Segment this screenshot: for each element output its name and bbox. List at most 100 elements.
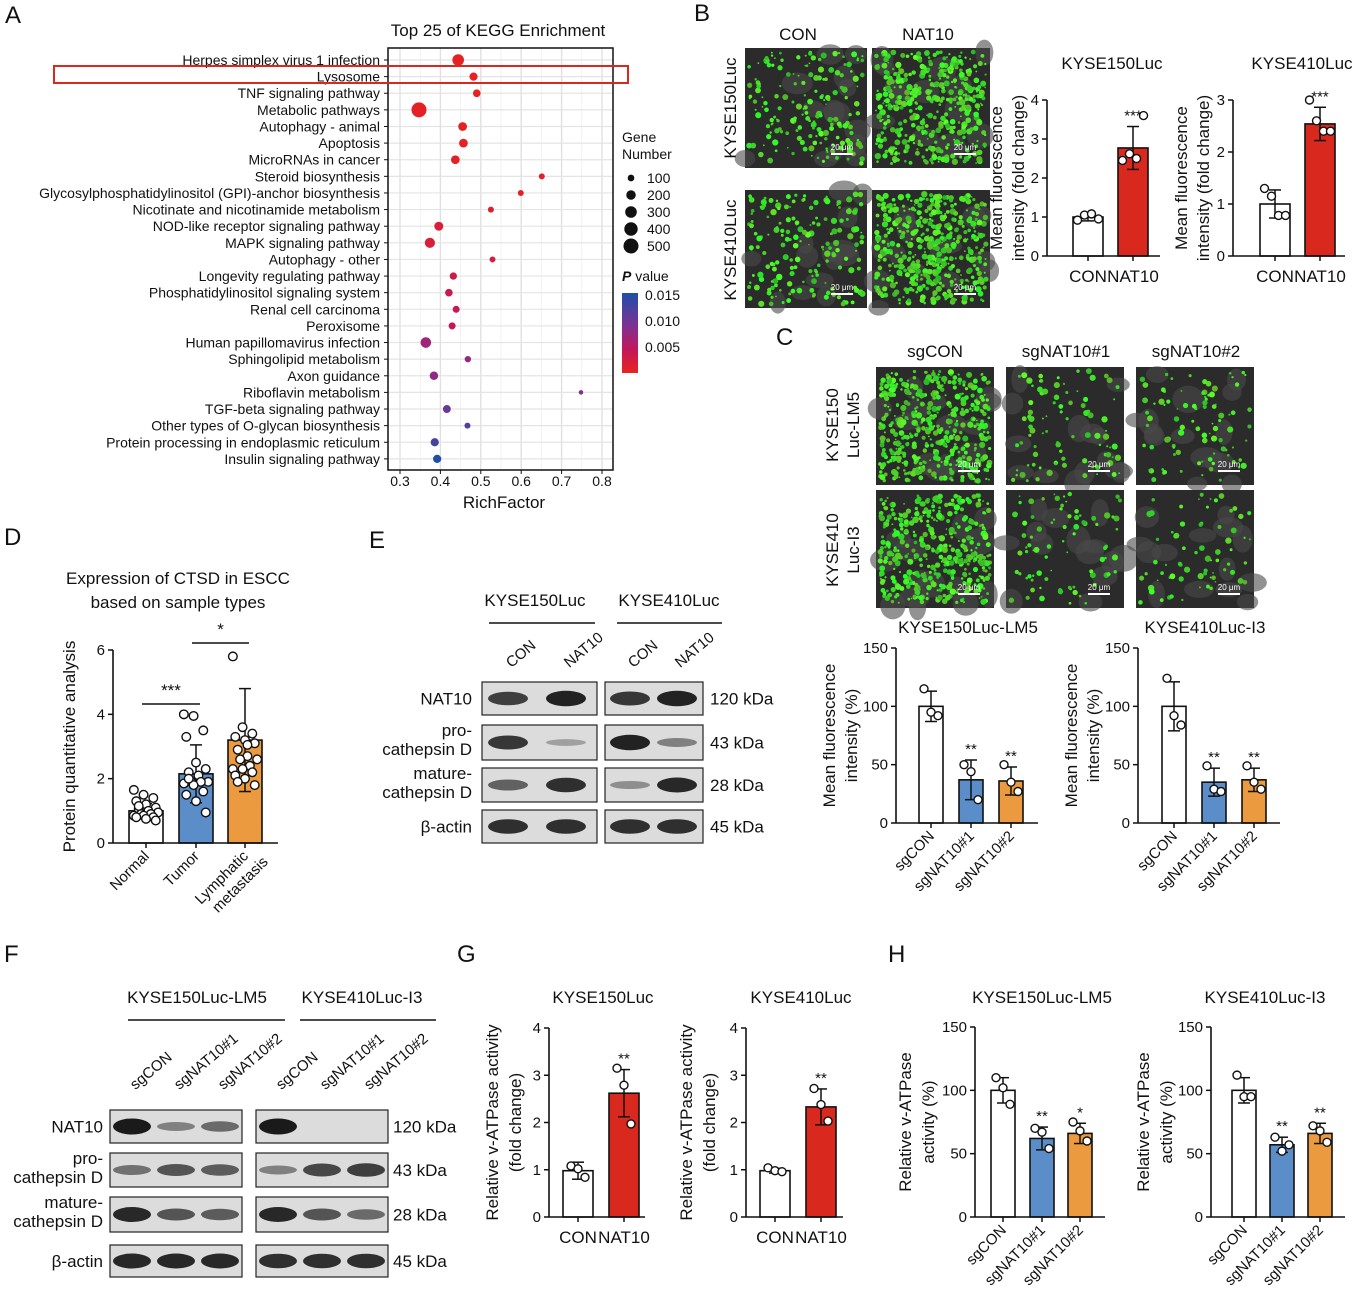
fluorescent-puncta bbox=[922, 118, 925, 122]
fluorescent-puncta bbox=[929, 530, 935, 536]
fluorescent-puncta bbox=[933, 568, 937, 572]
fluorescent-puncta bbox=[968, 287, 974, 293]
fluorescent-puncta bbox=[890, 508, 894, 512]
data-point bbox=[573, 1164, 583, 1174]
molecular-weight-label: 45 kDa bbox=[710, 818, 764, 837]
fluorescent-puncta bbox=[955, 86, 958, 89]
fluorescent-puncta bbox=[970, 393, 975, 398]
fluorescent-puncta bbox=[876, 63, 880, 66]
fluorescent-puncta bbox=[750, 219, 754, 223]
fluorescent-puncta bbox=[971, 536, 974, 540]
protein-band bbox=[610, 819, 650, 834]
y-tick-label: 0 bbox=[1217, 248, 1225, 265]
fluorescent-puncta bbox=[949, 231, 953, 235]
fluorescent-puncta bbox=[921, 155, 925, 159]
data-point bbox=[777, 1166, 787, 1177]
fluorescent-puncta bbox=[818, 113, 823, 118]
fluorescent-puncta bbox=[957, 377, 963, 383]
fluorescent-puncta bbox=[1083, 396, 1089, 402]
fluorescent-puncta bbox=[950, 80, 954, 84]
fluorescent-puncta bbox=[971, 403, 974, 406]
fluorescent-puncta bbox=[976, 149, 983, 156]
image-row-label: Luc-I3 bbox=[844, 526, 863, 573]
fluorescent-puncta bbox=[935, 206, 940, 211]
fluorescent-puncta bbox=[946, 273, 952, 279]
fluorescent-puncta bbox=[1206, 584, 1210, 589]
fluorescent-puncta bbox=[895, 217, 902, 224]
fluorescent-puncta bbox=[907, 441, 910, 444]
fluorescent-puncta bbox=[923, 535, 926, 538]
fluorescent-puncta bbox=[912, 376, 917, 380]
fluorescent-puncta bbox=[1218, 418, 1222, 423]
fluorescent-puncta bbox=[828, 246, 832, 250]
fluorescent-puncta bbox=[942, 442, 948, 447]
fluorescent-puncta bbox=[928, 192, 934, 198]
fluorescent-puncta bbox=[968, 96, 974, 102]
fluorescent-puncta bbox=[861, 291, 865, 295]
fluorescent-puncta bbox=[875, 109, 877, 112]
fluorescent-puncta bbox=[893, 516, 898, 521]
image-row-label: Luc-LM5 bbox=[844, 392, 863, 458]
fluorescent-puncta bbox=[963, 82, 969, 88]
kegg-pathway-label: Steroid biosynthesis bbox=[255, 168, 380, 184]
data-point bbox=[1044, 1143, 1054, 1154]
fluorescent-puncta bbox=[974, 212, 980, 217]
fluorescent-puncta bbox=[777, 106, 782, 111]
fluorescent-puncta bbox=[898, 229, 902, 233]
fluorescent-puncta bbox=[982, 285, 987, 290]
fluorescent-puncta bbox=[876, 224, 879, 227]
fluorescent-puncta bbox=[785, 72, 791, 77]
fluorescent-puncta bbox=[955, 95, 958, 99]
fluorescent-puncta bbox=[876, 194, 880, 198]
fluorescent-puncta bbox=[967, 219, 971, 222]
fluorescent-puncta bbox=[934, 562, 941, 568]
data-point bbox=[198, 786, 209, 797]
kegg-pathway-label: Lysosome bbox=[317, 69, 381, 85]
fluorescent-puncta bbox=[954, 278, 957, 281]
y-axis-label: Mean fluorescence bbox=[820, 664, 839, 808]
y-tick-label: 100 bbox=[1105, 698, 1130, 715]
fluorescent-puncta bbox=[1103, 512, 1111, 519]
fluorescent-puncta bbox=[1209, 576, 1212, 579]
fluorescent-puncta bbox=[957, 121, 961, 124]
fluorescent-puncta bbox=[926, 519, 930, 523]
fluorescent-puncta bbox=[875, 142, 878, 146]
fluorescent-puncta bbox=[948, 544, 952, 548]
protein-band bbox=[113, 1253, 151, 1269]
fluorescent-puncta bbox=[925, 274, 931, 280]
fluorescent-puncta bbox=[932, 430, 939, 436]
fluorescent-puncta bbox=[980, 409, 985, 414]
fluorescent-puncta bbox=[967, 248, 974, 255]
fluorescent-puncta bbox=[950, 203, 955, 208]
protein-band bbox=[546, 777, 586, 793]
fluorescent-puncta bbox=[1082, 473, 1088, 479]
fluorescent-puncta bbox=[948, 107, 953, 112]
fluorescent-puncta bbox=[934, 140, 938, 144]
fluorescent-puncta bbox=[799, 139, 805, 146]
data-point bbox=[933, 710, 943, 721]
fluorescent-puncta bbox=[912, 533, 917, 538]
cell-outline bbox=[1151, 543, 1178, 562]
fluorescent-puncta bbox=[906, 229, 910, 233]
fluorescent-puncta bbox=[1242, 580, 1248, 585]
fluorescent-puncta bbox=[883, 559, 888, 564]
fluorescent-puncta bbox=[886, 79, 893, 86]
fluorescent-puncta bbox=[1230, 527, 1237, 534]
y-tick-label: 3 bbox=[1217, 92, 1225, 109]
fluorescent-puncta bbox=[947, 369, 954, 376]
fluorescent-puncta bbox=[1160, 571, 1164, 575]
fluorescent-puncta bbox=[937, 71, 943, 78]
fluorescent-puncta bbox=[1202, 379, 1208, 385]
fluorescent-puncta bbox=[852, 75, 859, 82]
y-tick-label: 50 bbox=[1113, 757, 1130, 774]
fluorescent-puncta bbox=[767, 233, 770, 236]
fluorescent-puncta bbox=[1213, 498, 1218, 503]
kegg-pathway-label: Autophagy - other bbox=[269, 251, 381, 267]
fluorescent-puncta bbox=[1243, 561, 1248, 565]
cell-outline bbox=[795, 245, 819, 268]
fluorescent-puncta bbox=[771, 51, 773, 54]
y-tick-label: 2 bbox=[730, 1115, 738, 1132]
fluorescent-puncta bbox=[938, 281, 943, 285]
fluorescent-puncta bbox=[964, 93, 968, 97]
gene-number-legend-label: 400 bbox=[647, 221, 671, 237]
